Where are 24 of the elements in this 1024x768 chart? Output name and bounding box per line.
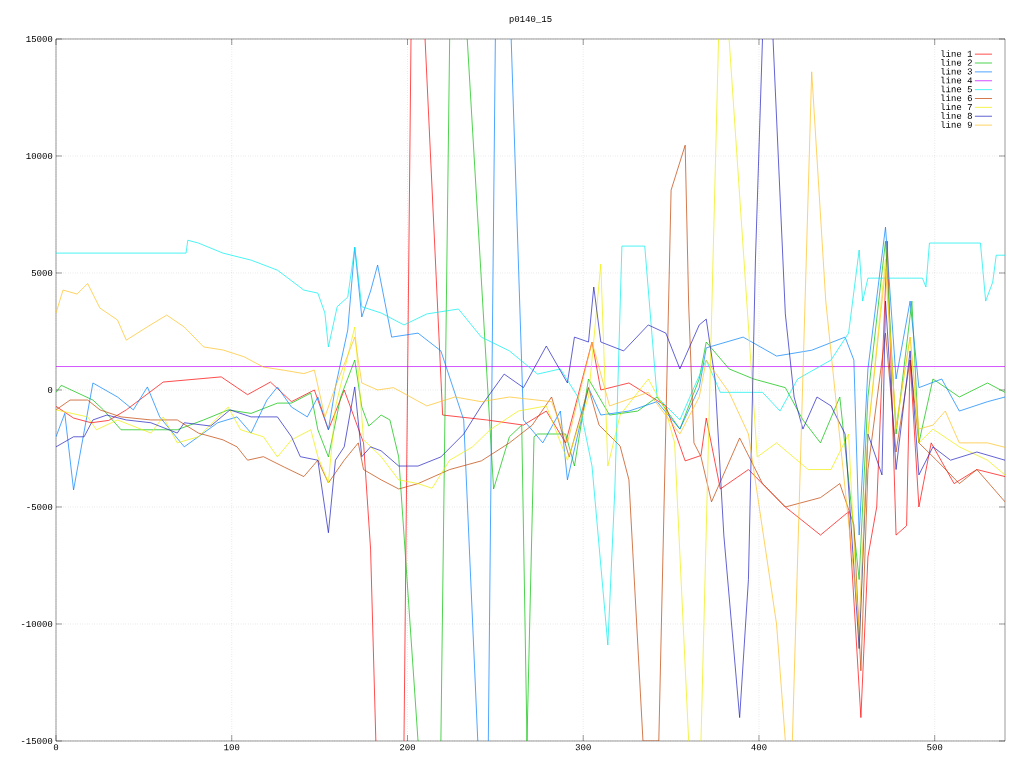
x-tick-label: 500 <box>927 744 943 751</box>
x-tick-label: 0 <box>53 744 59 751</box>
x-tick-label: 200 <box>400 744 416 751</box>
line-series <box>56 239 1006 646</box>
x-tick-label: 400 <box>751 744 767 751</box>
y-tick-label: 0 <box>47 386 53 394</box>
legend-label: line 1 <box>941 50 973 57</box>
y-tick-label: 15000 <box>26 35 53 43</box>
y-tick-label: -10000 <box>21 620 53 628</box>
legend-label: line 3 <box>941 67 972 75</box>
x-tick-label: 100 <box>224 744 240 751</box>
legend-label: line 8 <box>941 112 972 119</box>
chart-title: p0140_15 <box>509 15 552 24</box>
x-tick-label: 300 <box>575 744 591 751</box>
legend-label: line 4 <box>941 76 973 84</box>
legend-label: line 5 <box>941 85 972 93</box>
legend-label: line 7 <box>941 103 972 111</box>
y-tick-label: -15000 <box>21 737 53 745</box>
y-tick-label: 5000 <box>31 269 53 277</box>
y-tick-label: 10000 <box>26 152 53 160</box>
y-tick-label: -5000 <box>27 503 53 511</box>
legend-label: line 2 <box>941 59 972 66</box>
legend-label: line 9 <box>941 121 972 128</box>
legend-label: line 6 <box>941 94 972 102</box>
